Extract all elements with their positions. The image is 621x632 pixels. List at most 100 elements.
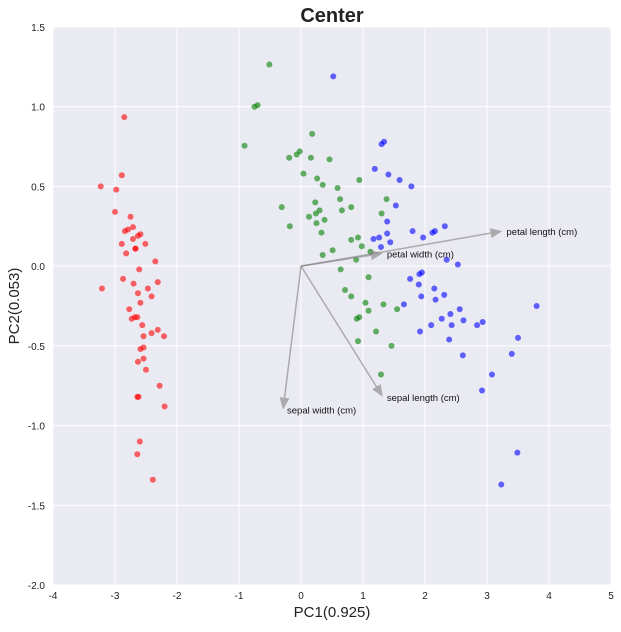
- point-versicolor: [300, 170, 307, 177]
- point-versicolor: [307, 154, 314, 161]
- point-virginica: [377, 244, 384, 251]
- point-versicolor: [316, 207, 323, 214]
- point-versicolor: [338, 207, 345, 214]
- point-setosa: [142, 240, 149, 247]
- loading-arrow-head: [489, 228, 503, 239]
- point-setosa: [134, 451, 141, 458]
- y-tick-label: 1.0: [31, 103, 45, 114]
- point-virginica: [441, 223, 448, 230]
- point-virginica: [396, 177, 403, 184]
- point-virginica: [415, 281, 422, 288]
- point-virginica: [408, 183, 415, 190]
- point-setosa: [156, 382, 163, 389]
- point-versicolor: [296, 148, 303, 155]
- point-versicolor: [312, 199, 319, 206]
- point-virginica: [508, 350, 515, 357]
- point-setosa: [139, 322, 146, 329]
- point-setosa: [137, 299, 144, 306]
- point-setosa: [126, 306, 133, 313]
- point-setosa: [140, 344, 147, 351]
- point-virginica: [384, 218, 391, 225]
- x-tick-label: 2: [422, 591, 428, 602]
- y-tick-label: 1.5: [31, 23, 45, 34]
- chart-title: Center: [300, 5, 364, 27]
- y-tick-label: -2.0: [28, 581, 46, 592]
- point-versicolor: [377, 371, 384, 378]
- point-virginica: [431, 285, 438, 292]
- x-tick-label: -4: [49, 591, 58, 602]
- loading-arrows: sepal length (cm) sepal width (cm) petal l…: [279, 227, 578, 417]
- y-tick-label: -1.5: [28, 501, 46, 512]
- grid: [52, 26, 612, 586]
- point-virginica: [438, 315, 445, 322]
- point-versicolor: [286, 223, 293, 230]
- loading-arrow-head: [370, 250, 383, 261]
- point-versicolor: [326, 156, 333, 163]
- point-virginica: [498, 481, 505, 488]
- point-setosa: [130, 280, 137, 287]
- point-virginica: [447, 310, 454, 317]
- y-tick-label: -0.5: [28, 342, 46, 353]
- point-setosa: [112, 208, 118, 215]
- point-virginica: [376, 234, 383, 241]
- point-virginica: [441, 291, 448, 298]
- point-virginica: [417, 328, 424, 335]
- point-versicolor: [365, 274, 372, 281]
- point-versicolor: [378, 210, 385, 217]
- point-setosa: [152, 258, 159, 265]
- point-virginica: [454, 261, 461, 268]
- point-versicolor: [337, 266, 344, 273]
- x-tick-label: 4: [546, 591, 552, 602]
- point-setosa: [121, 114, 128, 121]
- point-versicolor: [380, 301, 387, 308]
- point-setosa: [144, 285, 151, 292]
- point-versicolor: [383, 196, 390, 203]
- point-versicolor: [306, 213, 313, 220]
- point-setosa: [154, 279, 161, 286]
- point-virginica: [460, 317, 467, 324]
- point-virginica: [459, 352, 466, 359]
- point-setosa: [134, 314, 141, 321]
- scatter-points: [97, 61, 540, 488]
- point-setosa: [127, 213, 134, 220]
- loading-arrow-head: [279, 397, 290, 410]
- point-virginica: [371, 165, 378, 172]
- point-virginica: [409, 228, 416, 235]
- point-virginica: [488, 371, 495, 378]
- point-virginica: [431, 228, 438, 235]
- point-setosa: [113, 186, 120, 193]
- point-virginica: [479, 387, 486, 394]
- point-versicolor: [365, 307, 372, 314]
- point-setosa: [136, 266, 143, 273]
- point-versicolor: [329, 247, 336, 254]
- point-versicolor: [334, 185, 341, 192]
- point-virginica: [515, 334, 521, 341]
- point-versicolor: [348, 204, 355, 211]
- point-virginica: [385, 171, 392, 178]
- point-virginica: [392, 202, 399, 209]
- point-versicolor: [254, 102, 261, 109]
- loading-label: sepal width (cm): [287, 406, 356, 417]
- point-setosa: [118, 240, 125, 247]
- point-virginica: [418, 269, 425, 276]
- point-virginica: [384, 230, 391, 237]
- point-versicolor: [362, 299, 369, 306]
- point-setosa: [148, 330, 155, 337]
- x-tick-labels: -4 -3 -2 -1 0 1 2 3 4 5: [49, 591, 615, 602]
- point-versicolor: [356, 314, 363, 321]
- point-versicolor: [319, 251, 326, 258]
- loading-arrow-shaft: [300, 265, 378, 388]
- point-versicolor: [241, 142, 248, 149]
- point-setosa: [161, 403, 168, 410]
- point-virginica: [443, 256, 450, 263]
- point-setosa: [160, 333, 167, 340]
- point-versicolor: [355, 338, 362, 345]
- loading-label: petal length (cm): [507, 227, 578, 238]
- point-setosa: [134, 290, 141, 297]
- point-setosa: [140, 355, 147, 362]
- point-virginica: [418, 293, 425, 300]
- x-tick-label: 1: [360, 591, 366, 602]
- point-setosa: [120, 275, 127, 282]
- point-virginica: [428, 322, 435, 329]
- point-virginica: [456, 306, 463, 313]
